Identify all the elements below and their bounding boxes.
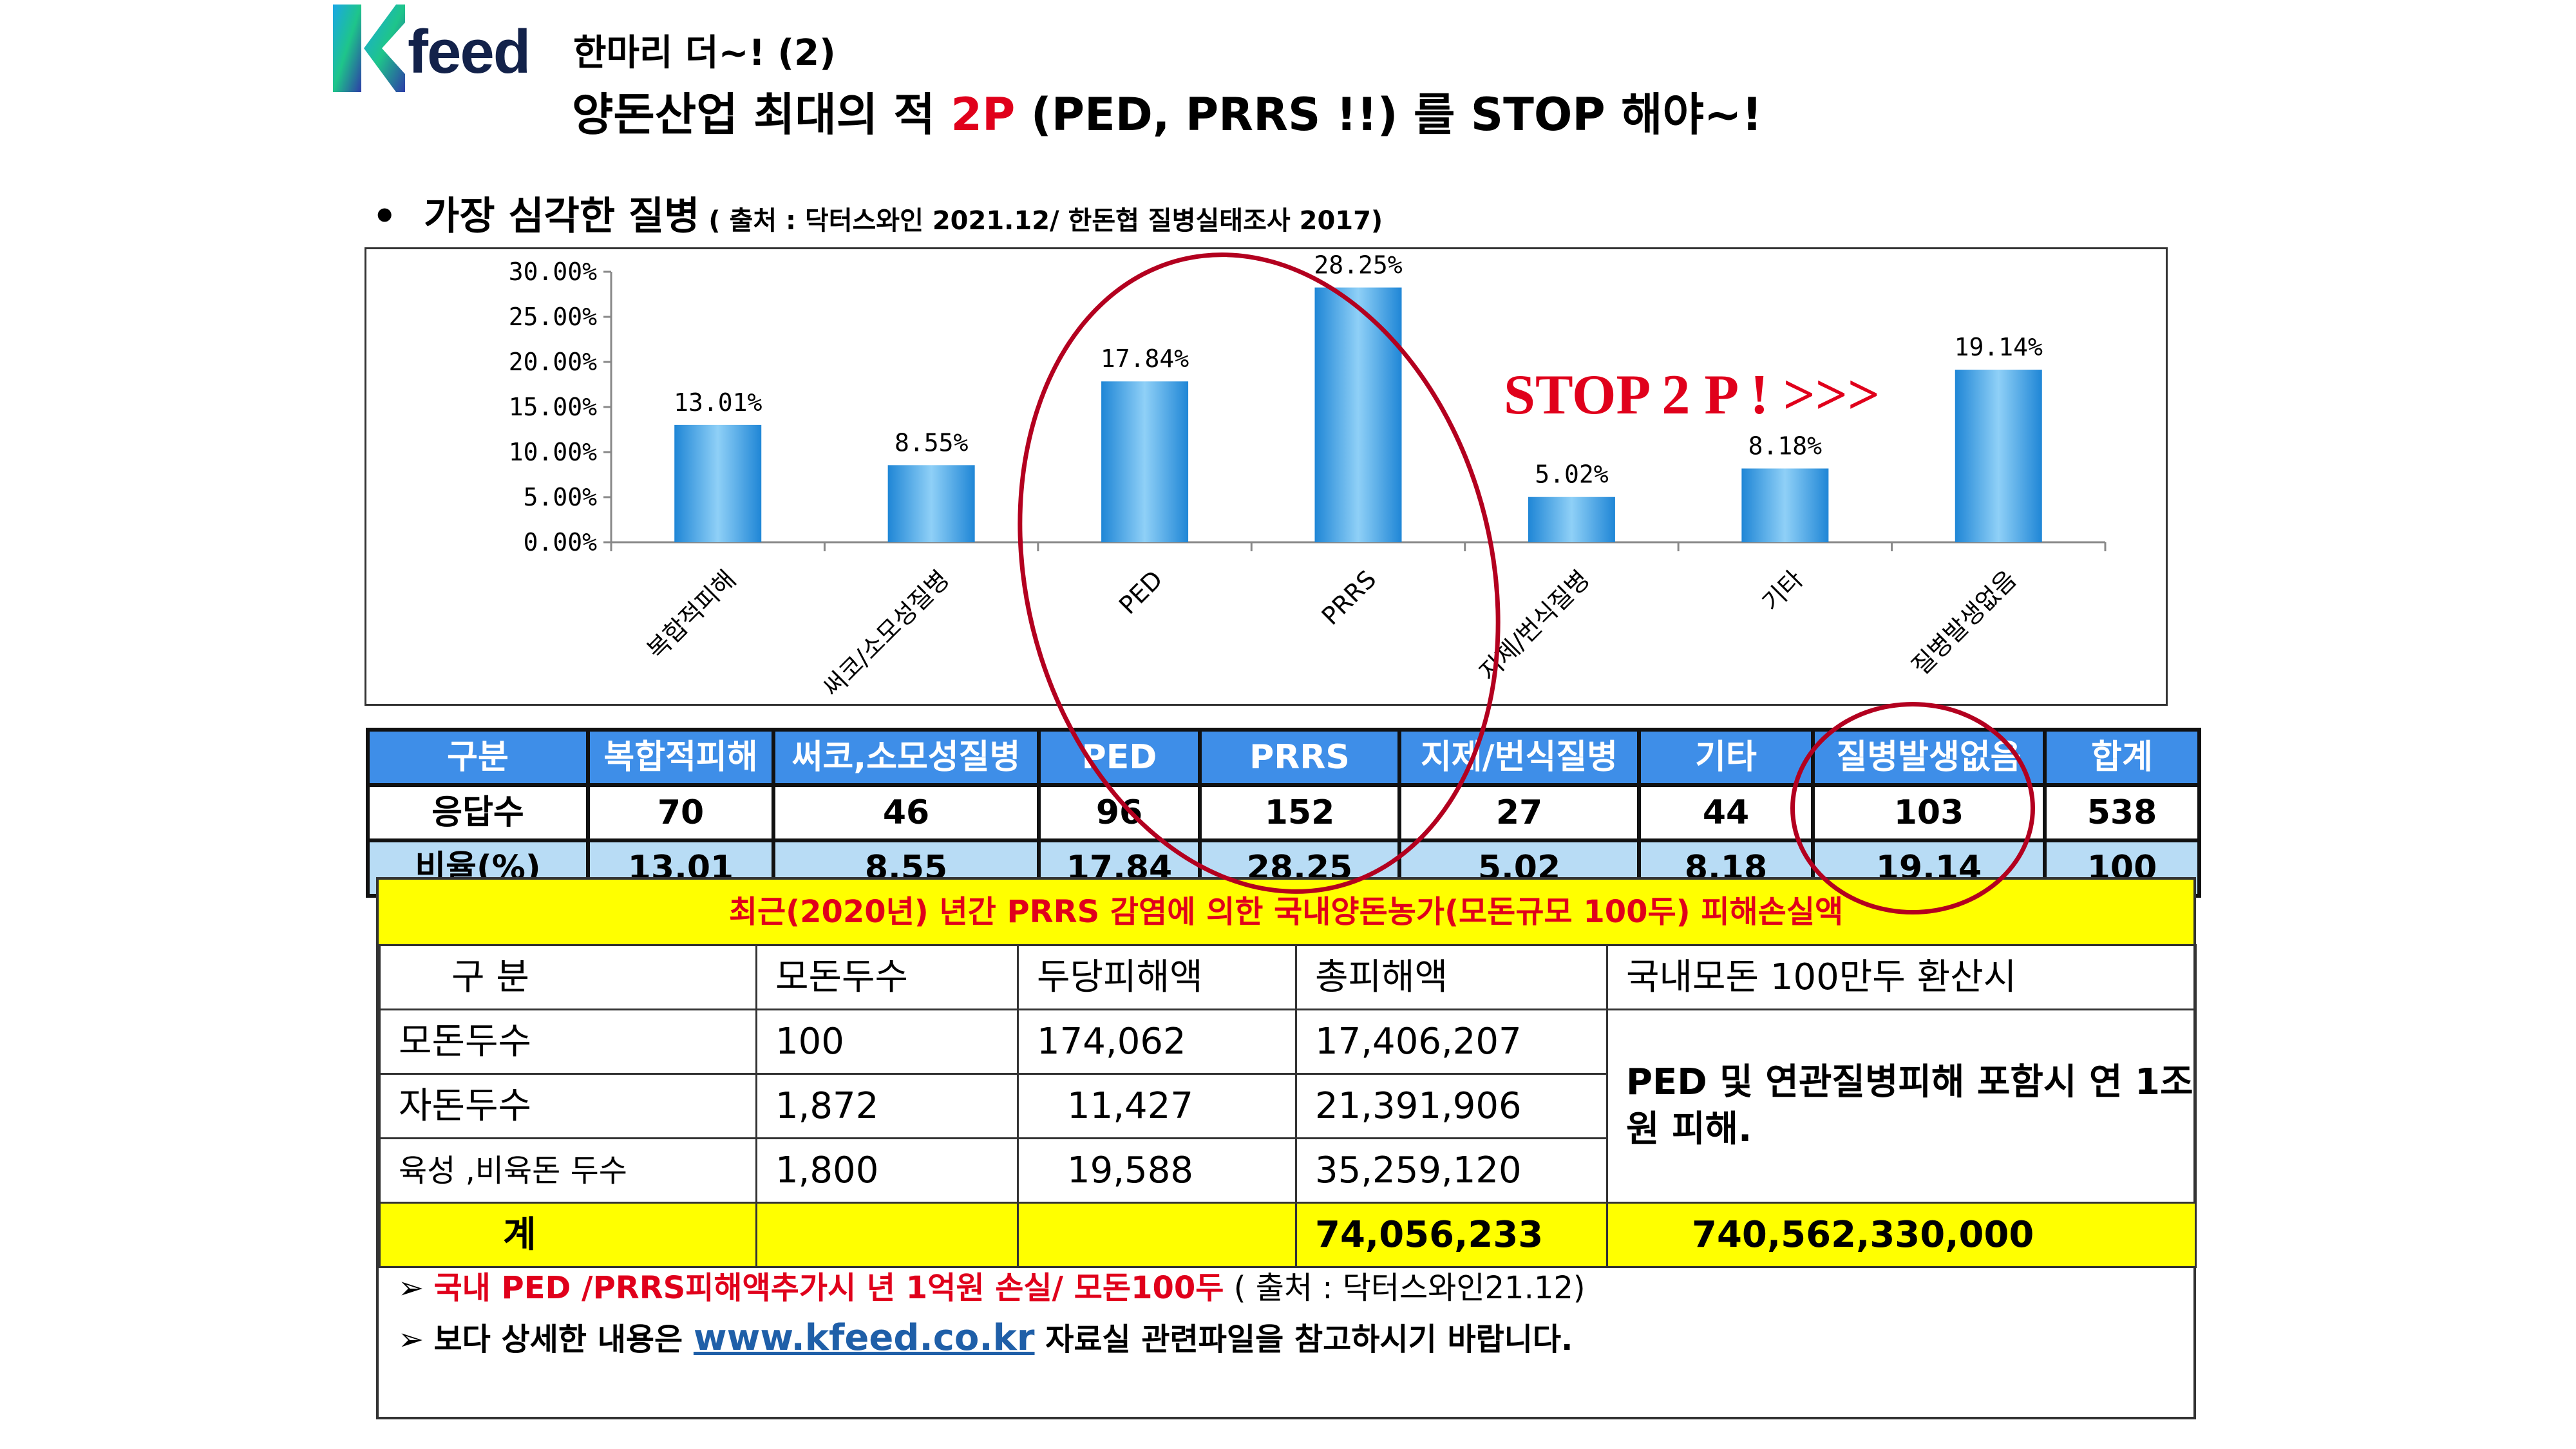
header-cell: 모돈두수 (755, 944, 1019, 1010)
table-cell (755, 1202, 1019, 1268)
header-cell: 복합적피해 (586, 728, 775, 787)
logo-subtitle: 한마리 더~! (2) (573, 32, 836, 74)
table-row: 자돈두수 1,872 11,427 21,391,906 (379, 1073, 2196, 1139)
kfeed-logo: feed (332, 3, 573, 93)
header-cell: 구 분 (379, 944, 757, 1010)
kfeed-website-link[interactable]: www.kfeed.co.kr (693, 1317, 1035, 1359)
headline: 양돈산업 최대의 적 2P (PED, PRRS !!) 를 STOP 해야~! (572, 90, 1762, 140)
table-cell: 46 (772, 783, 1041, 842)
y-tick-label: 20.00% (509, 348, 597, 376)
header-cell: 총피해액 (1295, 944, 1608, 1010)
bar (1314, 287, 1402, 542)
kfeed-wordmark: feed (408, 17, 531, 86)
footer-line-1: ➢ 국내 PED /PRRS피해액추가시 년 1억원 손실/ 모돈100두 ( … (398, 1265, 1586, 1311)
chart-canvas: 0.00% 5.00% 10.00% 15.00% 20.00% 25.00% 30.00%… (509, 251, 2107, 702)
header-cell: 국내모돈 100만두 환산시 (1606, 944, 2197, 1010)
table-cell: 17,406,207 (1295, 1009, 1608, 1075)
header-cell: PED (1037, 728, 1202, 787)
header-cell: 구분 (366, 728, 590, 787)
bar-value-label: 8.18% (1748, 431, 1823, 460)
loss-header-row: 구 분 모돈두수 두당피해액 총피해액 국내모돈 100만두 환산시 (379, 944, 2197, 1010)
footer-notes: ➢ 국내 PED /PRRS피해액추가시 년 1억원 손실/ 모돈100두 ( … (398, 1265, 1586, 1365)
section-bullet: • (372, 194, 397, 239)
footer-line-2: ➢ 보다 상세한 내용은 www.kfeed.co.kr 자료실 관련파일을 참… (398, 1311, 1586, 1365)
headline-red: 2P (951, 88, 1016, 141)
bar-value-label: 13.01% (674, 388, 762, 417)
table-cell: 응답수 (366, 783, 590, 842)
x-category-label: 질병발생없음 (1906, 565, 2022, 680)
no-disease-circle (1790, 702, 2035, 914)
total-label: 계 (379, 1202, 757, 1268)
y-tick-label: 10.00% (509, 438, 597, 466)
disease-bar-chart: 0.00% 5.00% 10.00% 15.00% 20.00% 25.00% 30.00%… (365, 247, 2168, 706)
table-cell: 자돈두수 (379, 1073, 757, 1139)
bar-value-label: 5.02% (1535, 460, 1609, 489)
y-tick-label: 30.00% (509, 258, 597, 286)
y-tick-label: 25.00% (509, 303, 597, 331)
table-cell: 44 (1637, 783, 1815, 842)
table-cell: 538 (2043, 783, 2201, 842)
table-row: 모돈두수 100 174,062 17,406,207 PED 및 연관질병피해… (379, 1009, 2197, 1204)
bar-value-label: 28.25% (1314, 251, 1402, 279)
total-sum: 74,056,233 (1295, 1202, 1608, 1268)
header-cell: 합계 (2043, 728, 2201, 787)
table-cell: 152 (1198, 783, 1401, 842)
table-cell: 1,872 (755, 1073, 1019, 1139)
table-cell: 11,427 (1017, 1073, 1297, 1139)
header-cell: 기타 (1637, 728, 1815, 787)
bullet-arrow-icon: ➢ (398, 1270, 424, 1306)
headline-post: (PED, PRRS !!) 를 STOP 해야~! (1015, 88, 1763, 141)
bar (1528, 497, 1615, 542)
bar-value-label: 19.14% (1955, 333, 2043, 361)
headline-pre: 양돈산업 최대의 적 (572, 88, 951, 141)
bar (1101, 381, 1189, 542)
y-tick-label: 0.00% (524, 528, 598, 556)
loss-section: 최근(2020년) 년간 PRRS 감염에 의한 국내양돈농가(모돈규모 100… (376, 877, 2197, 1419)
table-cell (1017, 1202, 1297, 1268)
table-cell: 70 (586, 783, 775, 842)
section-title: 가장 심각한 질병 (424, 194, 700, 239)
table-row: 육성 ,비육돈 두수 1,800 19,588 35,259,120 (379, 1137, 2196, 1204)
table-cell: 27 (1397, 783, 1641, 842)
footer-source: ( 출처 : 닥터스와인21.12) (1224, 1270, 1586, 1306)
table-cell: 96 (1037, 783, 1202, 842)
table-cell: 35,259,120 (1295, 1137, 1608, 1204)
table-cell: 1,800 (755, 1137, 1019, 1204)
section-source: ( 출처 : 닥터스와인 2021.12/ 한돈협 질병실태조사 2017) (699, 206, 1383, 236)
stop-2p-annotation: STOP 2 P ! >>> (1504, 364, 1880, 426)
loss-note: PED 및 연관질병피해 포함시 연 1조원 피해. (1606, 1009, 2197, 1204)
bar-value-label: 8.55% (895, 428, 969, 457)
header-cell: 써코,소모성질병 (772, 728, 1041, 787)
bar (1955, 370, 2042, 542)
table-cell: 21,391,906 (1295, 1073, 1608, 1139)
total-national: 740,562,330,000 (1606, 1202, 2197, 1268)
bullet-arrow-icon: ➢ (398, 1321, 424, 1358)
section-heading: • 가장 심각한 질병 ( 출처 : 닥터스와인 2021.12/ 한돈협 질병… (372, 193, 1383, 240)
table-cell: 174,062 (1017, 1009, 1297, 1075)
header-cell: 지제/번식질병 (1397, 728, 1641, 787)
loss-table: 구 분 모돈두수 두당피해액 총피해액 국내모돈 100만두 환산시 모돈두수 … (379, 944, 2197, 1268)
y-tick-label: 5.00% (524, 483, 598, 511)
kfeed-k-icon (333, 5, 405, 92)
header-cell: PRRS (1198, 728, 1401, 787)
total-row: 계 74,056,233 740,562,330,000 (379, 1202, 2197, 1268)
bar-value-label: 17.84% (1101, 345, 1189, 373)
footer-red-text: 국내 PED /PRRS피해액추가시 년 1억원 손실/ 모돈100두 (433, 1270, 1224, 1306)
bar (887, 465, 975, 542)
x-category-label: 써코/소모성질병 (817, 565, 954, 702)
footer-text: 보다 상세한 내용은 (433, 1321, 694, 1358)
table-cell: 모돈두수 (379, 1009, 757, 1075)
x-category-label: 기타 (1757, 565, 1809, 617)
table-cell: 100 (755, 1009, 1019, 1075)
footer-text-post: 자료실 관련파일을 참고하시기 바랍니다. (1034, 1321, 1573, 1358)
table-cell: 육성 ,비육돈 두수 (379, 1137, 757, 1204)
header-cell: 두당피해액 (1017, 944, 1297, 1010)
bar (674, 424, 762, 542)
table-cell: 19,588 (1017, 1137, 1297, 1204)
bar (1741, 468, 1829, 542)
x-category-label: 복합적피해 (641, 565, 741, 665)
y-tick-label: 15.00% (509, 393, 597, 421)
